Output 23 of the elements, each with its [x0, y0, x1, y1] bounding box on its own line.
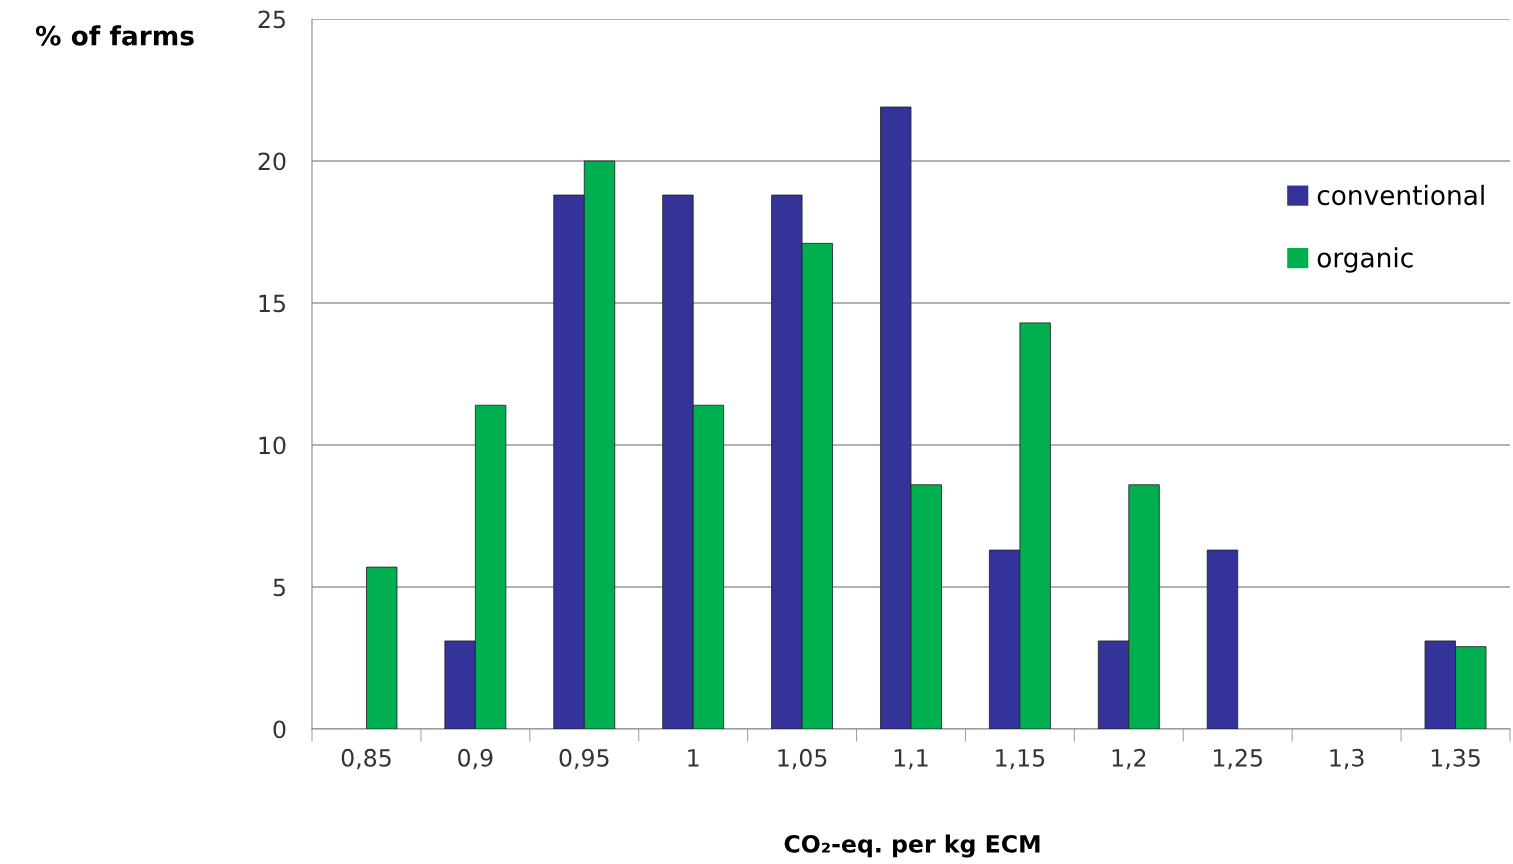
x-tick-label: 1,15 [996, 749, 1045, 770]
y-tick-label: 15 [259, 294, 285, 313]
y-tick-label: 5 [273, 578, 285, 597]
x-tick-label: 1,2 [1112, 748, 1146, 770]
y-axis-title: % of farms [35, 25, 194, 46]
legend-label: organic [1317, 247, 1413, 273]
bar [366, 566, 398, 729]
x-tick-label: 1 [688, 749, 699, 767]
x-tick-label: 0,85 [341, 748, 391, 770]
x-tick-label: 0,95 [559, 748, 609, 770]
y-tick-label: 20 [258, 152, 286, 171]
x-tick-label: 1,3 [1330, 748, 1364, 770]
y-tick-label: 10 [259, 436, 286, 455]
x-tick-label: 0,9 [458, 748, 493, 770]
x-axis-title: CO₂-eq. per kg ECM [784, 834, 1040, 858]
x-tick-label: 1,35 [1431, 748, 1480, 770]
x-tick-label: 1,25 [1214, 748, 1262, 770]
bar [1206, 549, 1239, 729]
x-tick-label: 1,05 [778, 748, 827, 770]
y-tick-label: 0 [273, 720, 286, 739]
x-tick-label: 1,1 [894, 749, 928, 770]
legend-label: conventional [1317, 184, 1484, 206]
y-tick-label: 25 [258, 10, 285, 29]
